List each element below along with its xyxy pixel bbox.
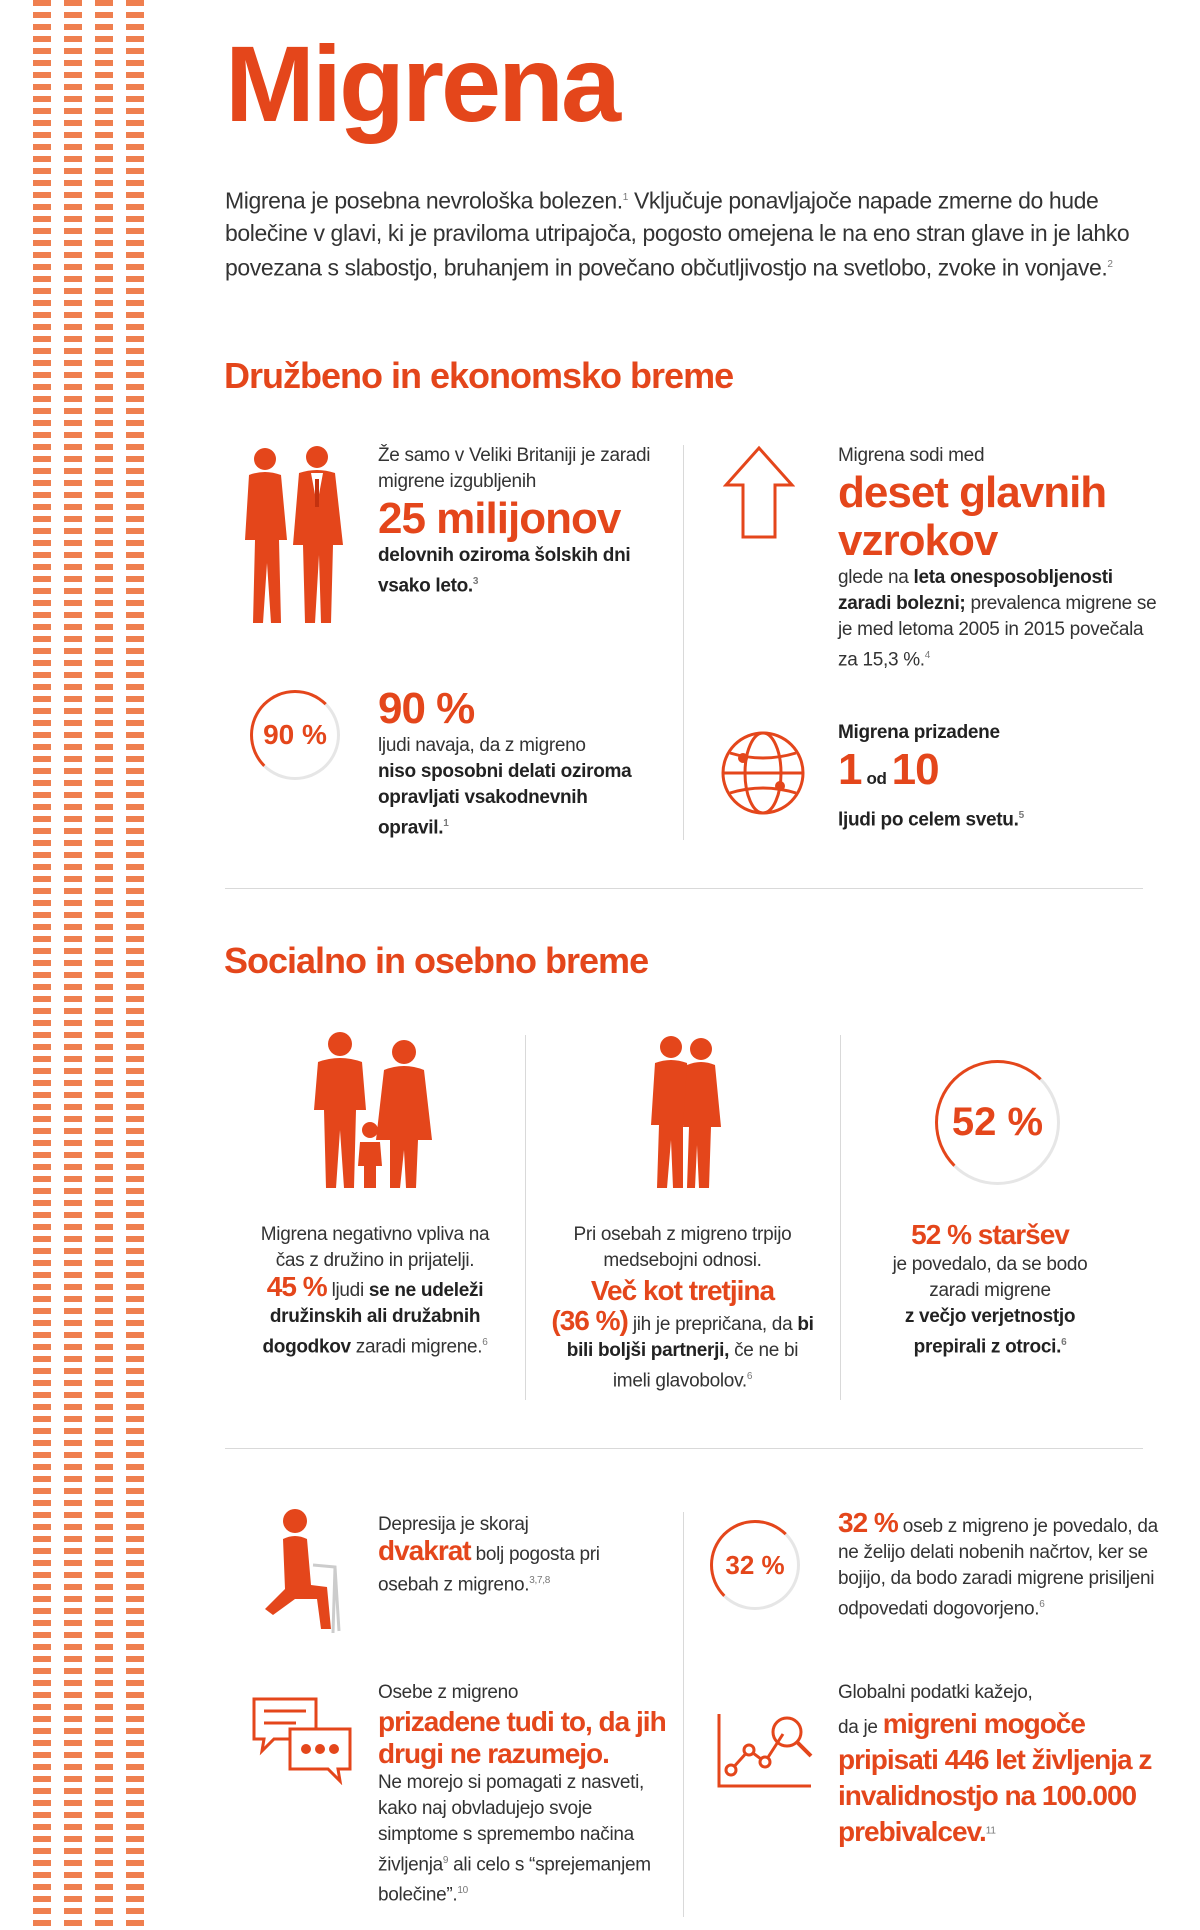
stat-text: Depresija je skoraj <box>378 1514 529 1535</box>
section-heading-social: Socialno in osebno breme <box>224 940 649 981</box>
globe-icon <box>721 731 805 815</box>
stat-value: 90 % <box>378 684 475 733</box>
divider <box>683 1512 684 1917</box>
footnote: 5 <box>1018 810 1025 821</box>
stat-text: je povedalo, da se bodo zaradi migrene <box>892 1254 1088 1301</box>
stat-value: 52 % staršev <box>911 1219 1070 1250</box>
stat-parents: 52 % staršev je povedalo, da se bodo zar… <box>880 1218 1100 1360</box>
stat-text-bold: leta onesposobljenosti zaradi bolezni; <box>838 567 1113 614</box>
stat-text: Globalni podatki kažejo, <box>838 1682 1033 1703</box>
stat-value: migreni mogoče pripisati 446 let življen… <box>838 1708 1152 1847</box>
stat-text-bold: z večjo verjetnostjo prepirali z otroci. <box>904 1306 1076 1358</box>
stat-value: (36 %) <box>551 1305 628 1336</box>
stat-value: dvakrat <box>378 1535 472 1566</box>
stat-text: bolj pogosta pri osebah z migreno. <box>378 1544 600 1596</box>
decorative-stripe-mask <box>33 0 145 1930</box>
divider <box>683 445 684 840</box>
speech-bubbles-icon <box>252 1697 352 1785</box>
stat-text-bold: niso sposobni delati oziroma opravljati … <box>378 761 632 839</box>
stat-text: ali celo s “sprejemanjem bolečine”. <box>378 1854 651 1906</box>
stat-text: prevalenca migrene se je med letoma 2005… <box>838 593 1157 671</box>
stat-text: oseb z migreno je povedalo, da ne želijo… <box>838 1516 1158 1620</box>
family-icon <box>314 1032 432 1188</box>
stat-depression: Depresija je skoraj dvakrat bolj pogosta… <box>378 1512 638 1598</box>
stat-family-time: Migrena negativno vpliva na čas z družin… <box>245 1222 505 1360</box>
stat-text: če ne bi imeli glavobolov. <box>612 1340 799 1392</box>
footnote: 1 <box>622 192 629 203</box>
footnote: 6 <box>1039 1599 1045 1610</box>
stat-text: da je <box>838 1717 883 1738</box>
footnote: 6 <box>746 1371 753 1382</box>
footnote: 3,7,8 <box>529 1575 550 1586</box>
footnote: 9 <box>442 1855 449 1866</box>
stat-value: 45 % <box>266 1271 328 1302</box>
stat-text: Pri osebah z migreno trpijo medsebojni o… <box>573 1224 792 1271</box>
stat-text: jih je prepričana, da <box>627 1314 798 1335</box>
arrow-up-icon <box>723 445 795 539</box>
stat-top-causes: Migrena sodi med deset glavnih vzrokov g… <box>838 443 1158 673</box>
stat-text-bold: Migrena prizadene <box>838 722 1000 743</box>
stat-plans: 32 % oseb z migreno je povedalo, da ne ž… <box>838 1507 1158 1622</box>
divider <box>525 1035 526 1400</box>
stat-text: Osebe z migreno <box>378 1682 519 1703</box>
stat-text: delovnih oziroma šolskih dni vsako leto. <box>378 545 631 597</box>
stat-lost-days: Že samo v Veliki Britaniji je zaradi mig… <box>378 443 658 599</box>
page-title: Migrena <box>225 23 621 144</box>
stat-one-in-ten: Migrena prizadene 1 od 10 ljudi po celem… <box>838 720 1158 833</box>
stat-not-understood: Osebe z migreno prizadene tudi to, da ji… <box>378 1680 668 1909</box>
divider <box>840 1035 841 1400</box>
stat-unable-to-work: 90 % ljudi navaja, da z migreno niso spo… <box>378 685 638 841</box>
footnote: 2 <box>1107 258 1113 270</box>
stat-text: Že samo v Veliki Britaniji je zaradi mig… <box>378 445 651 492</box>
section-heading-economic: Družbeno in ekonomsko breme <box>224 355 734 396</box>
section-divider <box>225 888 1143 889</box>
people-couple-icon <box>245 446 343 623</box>
elderly-couple-icon <box>651 1036 721 1188</box>
sitting-woman-icon <box>265 1509 341 1634</box>
footnote: 11 <box>985 1825 996 1837</box>
percent-ring-52: 52 % <box>935 1060 1060 1185</box>
percent-ring-90: 90 % <box>250 690 340 780</box>
stat-value: Več kot tretjina <box>590 1275 775 1306</box>
stat-global-disability: Globalni podatki kažejo, da je migreni m… <box>838 1680 1158 1850</box>
stat-text: od <box>866 769 887 788</box>
stat-text: Ne morejo si pomagati z nasveti, kako na… <box>378 1772 645 1876</box>
stat-text-bold: bi bili boljši partnerji, <box>566 1314 814 1361</box>
stat-value: 25 milijonov <box>378 494 621 543</box>
stat-relationships: Pri osebah z migreno trpijo medsebojni o… <box>550 1222 815 1394</box>
intro-text: Migrena je posebna nevrološka bolezen. <box>225 187 623 214</box>
stat-text: Migrena negativno vpliva na čas z družin… <box>260 1224 490 1271</box>
stat-text: Migrena sodi med <box>838 445 985 466</box>
footnote: 1 <box>443 818 449 829</box>
intro-paragraph: Migrena je posebna nevrološka bolezen.1 … <box>225 182 1155 283</box>
footnote: 4 <box>924 650 931 661</box>
magnify-chart-icon <box>717 1714 813 1788</box>
footnote: 10 <box>457 1885 468 1897</box>
footnote: 6 <box>1061 1337 1067 1348</box>
stat-text: ljudi navaja, da z migreno <box>378 735 586 756</box>
stat-text-bold: se ne udeleži družinskih ali družabnih d… <box>262 1280 484 1358</box>
section-divider <box>225 1448 1143 1449</box>
stat-text: glede na <box>838 567 914 588</box>
stat-value: 32 % <box>838 1507 899 1538</box>
stat-text: zaradi migrene. <box>350 1336 483 1358</box>
footnote: 3 <box>472 576 479 587</box>
intro-text: Vključuje ponavljajoče napade zmerne do … <box>225 187 1130 281</box>
stat-value: 10 <box>891 745 940 794</box>
stat-value: prizadene tudi to, da jih drugi ne razum… <box>378 1706 667 1769</box>
percent-ring-32: 32 % <box>710 1520 800 1610</box>
stat-text-bold: ljudi po celem svetu. <box>838 809 1019 831</box>
stat-text: ljudi <box>326 1280 369 1301</box>
stat-value: 1 <box>838 745 863 794</box>
footnote: 6 <box>482 1337 488 1348</box>
stat-value: deset glavnih vzrokov <box>838 468 1107 565</box>
